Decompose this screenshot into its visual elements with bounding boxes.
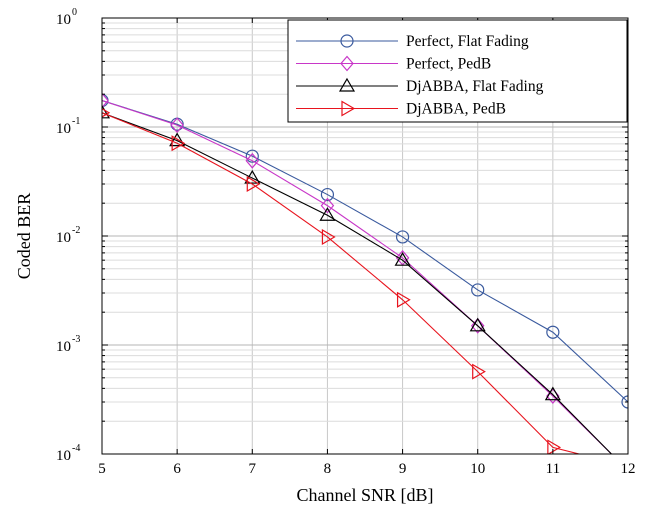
series-line [102,112,612,454]
legend-box [287,19,628,123]
data-point [244,169,261,184]
x-tick-label: 11 [546,461,560,477]
y-tick-base: 10 [56,448,71,464]
data-point [245,152,260,169]
y-tick-base: 10 [56,230,71,246]
x-tick-label: 10 [470,461,485,477]
legend-marker [340,55,354,72]
legend-marker [340,34,354,48]
data-point [394,251,411,266]
legend: Perfect, Flat Fading Perfect, PedB DjABBA,… [287,19,628,123]
y-tick-exponent: -4 [72,443,80,454]
x-axis-label: Channel SNR [dB] [297,485,434,505]
y-tick-label: 10 -1 [56,116,80,137]
legend-label: Perfect, PedB [406,56,491,73]
data-point [171,135,186,152]
series-2 [102,104,612,454]
data-point [170,117,184,134]
data-point [395,230,410,244]
series-line [102,99,612,454]
legend-label: DjABBA, Flat Fading [406,78,544,95]
x-tick-label: 7 [249,461,257,477]
y-tick-label: 10 -2 [56,225,80,246]
data-point [321,228,336,246]
series-line [102,112,580,454]
y-tick-exponent: -2 [72,225,80,236]
y-tick-exponent: -1 [72,116,80,127]
data-point [319,207,336,221]
data-point [102,104,111,119]
data-point [544,386,561,401]
data-point [469,317,486,332]
data-point [169,132,186,147]
data-point [472,363,486,380]
data-point [547,439,562,454]
data-point [246,175,261,193]
data-point [396,291,411,308]
x-tick-label: 8 [324,461,332,477]
legend-marker [338,77,356,92]
data-point [546,325,560,339]
y-tick-base: 10 [56,12,71,28]
legend-entry: Perfect, PedB [296,56,491,73]
y-tick-exponent: -3 [72,334,80,345]
y-tick-exponent: 0 [72,7,77,18]
legend-marker [341,100,356,117]
data-point [470,317,485,334]
series-layer [102,92,628,454]
data-point [320,187,335,202]
series-line [102,99,628,403]
y-axis-label: Coded BER [14,193,34,280]
y-tick-base: 10 [56,339,71,355]
data-point [245,149,259,163]
legend-entry: DjABBA, Flat Fading [296,77,544,95]
data-point [320,197,335,214]
legend-entry: Perfect, Flat Fading [296,33,529,50]
legend-label: Perfect, Flat Fading [406,33,529,50]
data-point [102,92,109,109]
x-tick-label: 6 [173,461,181,477]
x-tick-label: 5 [98,461,106,477]
data-point [471,283,485,297]
y-tick-label: 10 -3 [56,334,80,355]
x-tick-label: 9 [399,461,407,477]
y-tick-label: 10 -4 [56,443,80,464]
series-3 [102,108,580,454]
legend-entry: DjABBA, PedB [296,100,506,118]
legend-label: DjABBA, PedB [406,101,506,118]
y-tick-label: 10 0 [56,7,77,28]
x-tick-label: 12 [621,461,636,477]
y-tick-base: 10 [56,121,71,137]
data-point [621,395,628,409]
data-point [102,108,111,118]
